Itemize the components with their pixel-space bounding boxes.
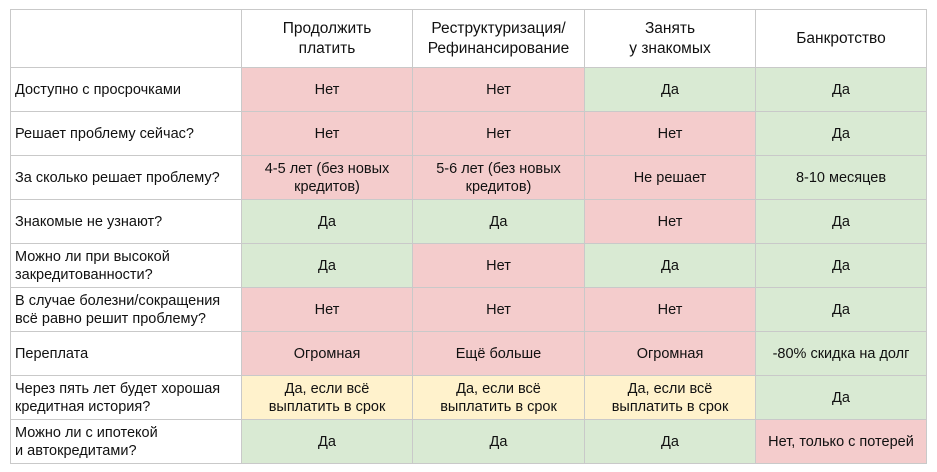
table-row: В случае болезни/сокращения всё равно ре…	[10, 287, 927, 332]
answer-cell: Да	[755, 199, 927, 244]
answer-cell: Нет	[412, 243, 585, 288]
answer-cell: Да	[755, 287, 927, 332]
answer-cell: Да	[755, 111, 927, 156]
table-row: Знакомые не узнают? Да Да Нет Да	[10, 199, 927, 244]
answer-cell: Да	[755, 67, 927, 112]
row-question: Можно ли с ипотекой и автокредитами?	[10, 419, 242, 464]
table-row: Через пять лет будет хорошая кредитная и…	[10, 375, 927, 420]
row-question: Переплата	[10, 331, 242, 376]
answer-cell: Ещё больше	[412, 331, 585, 376]
answer-cell: Да	[584, 419, 756, 464]
answer-cell: Нет	[584, 111, 756, 156]
answer-cell: Нет	[241, 287, 413, 332]
answer-cell: Да	[584, 243, 756, 288]
row-question: Можно ли при высокой закредитованности?	[10, 243, 242, 288]
row-question: Через пять лет будет хорошая кредитная и…	[10, 375, 242, 420]
answer-cell: 5-6 лет (без новых кредитов)	[412, 155, 585, 200]
row-question: Решает проблему сейчас?	[10, 111, 242, 156]
answer-cell: Да, если всё выплатить в срок	[412, 375, 585, 420]
answer-cell: Да, если всё выплатить в срок	[241, 375, 413, 420]
table-row: Решает проблему сейчас? Нет Нет Нет Да	[10, 111, 927, 156]
answer-cell: Да	[584, 67, 756, 112]
answer-cell: Да	[412, 419, 585, 464]
answer-cell: Нет, только с потерей	[755, 419, 927, 464]
answer-cell: Да	[241, 419, 413, 464]
answer-cell: Да	[241, 243, 413, 288]
answer-cell: 8-10 месяцев	[755, 155, 927, 200]
answer-cell: Да, если всё выплатить в срок	[584, 375, 756, 420]
table-row: За сколько решает проблему? 4-5 лет (без…	[10, 155, 927, 200]
row-question: Доступно с просрочками	[10, 67, 242, 112]
header-bankruptcy: Банкротство	[755, 9, 927, 68]
table-row: Можно ли с ипотекой и автокредитами? Да …	[10, 419, 927, 464]
answer-cell: Нет	[412, 111, 585, 156]
row-question: За сколько решает проблему?	[10, 155, 242, 200]
header-borrow-from-friends: Занять у знакомых	[584, 9, 756, 68]
header-row: Продолжить платить Реструктуризация/ Реф…	[10, 9, 927, 68]
answer-cell: -80% скидка на долг	[755, 331, 927, 376]
answer-cell: Огромная	[241, 331, 413, 376]
answer-cell: Нет	[584, 287, 756, 332]
answer-cell: Да	[412, 199, 585, 244]
answer-cell: Нет	[241, 67, 413, 112]
answer-cell: Нет	[412, 287, 585, 332]
table-row: Переплата Огромная Ещё больше Огромная -…	[10, 331, 927, 376]
answer-cell: Нет	[584, 199, 756, 244]
table-row: Можно ли при высокой закредитованности? …	[10, 243, 927, 288]
row-question: Знакомые не узнают?	[10, 199, 242, 244]
row-question: В случае болезни/сокращения всё равно ре…	[10, 287, 242, 332]
header-corner-cell	[10, 9, 242, 68]
answer-cell: Да	[755, 375, 927, 420]
comparison-table: Продолжить платить Реструктуризация/ Реф…	[10, 9, 927, 464]
answer-cell: Да	[241, 199, 413, 244]
table-row: Доступно с просрочками Нет Нет Да Да	[10, 67, 927, 112]
answer-cell: Нет	[412, 67, 585, 112]
answer-cell: Не решает	[584, 155, 756, 200]
answer-cell: Огромная	[584, 331, 756, 376]
answer-cell: Нет	[241, 111, 413, 156]
header-continue-paying: Продолжить платить	[241, 9, 413, 68]
answer-cell: Да	[755, 243, 927, 288]
answer-cell: 4-5 лет (без новых кредитов)	[241, 155, 413, 200]
header-restructuring: Реструктуризация/ Рефинансирование	[412, 9, 585, 68]
